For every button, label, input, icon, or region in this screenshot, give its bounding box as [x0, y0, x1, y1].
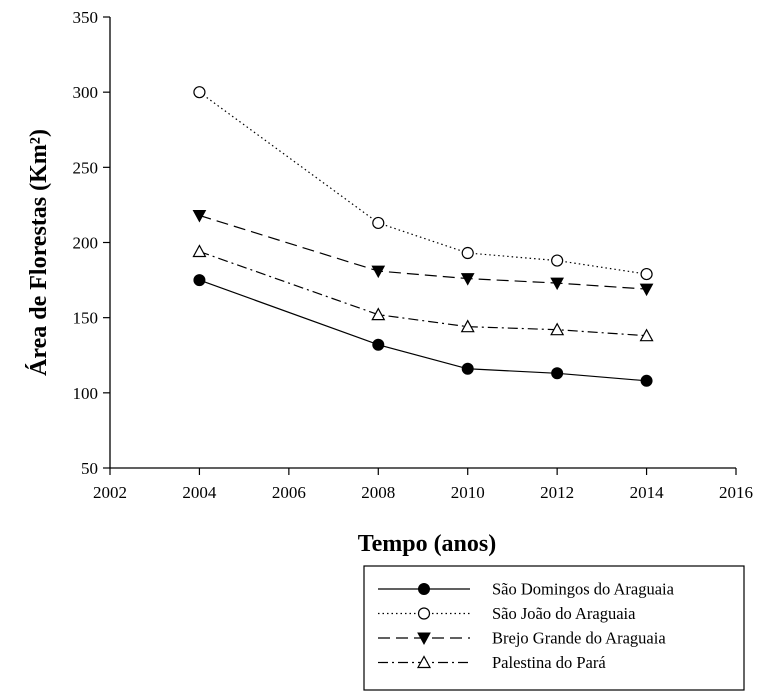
data-point	[550, 277, 564, 291]
data-point	[639, 283, 654, 297]
legend-label: Brejo Grande do Araguaia	[492, 629, 666, 648]
y-tick-label: 100	[73, 384, 99, 403]
data-point	[192, 244, 207, 258]
data-point	[372, 216, 385, 230]
data-point	[640, 267, 653, 281]
plot-frame	[109, 17, 736, 469]
x-tick-label: 2014	[630, 483, 665, 502]
series	[192, 209, 654, 297]
series-layer	[192, 86, 654, 387]
series	[193, 86, 653, 281]
series-line	[199, 279, 647, 382]
y-tick-label: 250	[73, 158, 99, 177]
data-point	[192, 209, 207, 223]
data-point	[371, 265, 386, 279]
data-point	[640, 374, 653, 387]
x-tick-label: 2008	[361, 483, 395, 502]
legend: São Domingos do Araguaia São João do Arag…	[363, 565, 745, 691]
x-axis-title: Tempo (anos)	[358, 531, 496, 557]
y-tick-label: 300	[73, 83, 99, 102]
data-point	[193, 274, 206, 287]
x-tick-label: 2010	[451, 483, 485, 502]
y-tick-label: 150	[73, 309, 99, 328]
legend-label: São João do Araguaia	[492, 604, 636, 623]
x-tick-label: 2002	[93, 483, 127, 502]
x-tick-label: 2016	[719, 483, 753, 502]
data-point	[371, 307, 386, 321]
series	[192, 244, 654, 342]
y-tick-label: 350	[73, 8, 99, 27]
series-line	[199, 91, 647, 275]
data-point	[461, 246, 474, 260]
y-tick-label: 200	[73, 234, 99, 253]
legend-marker	[417, 607, 431, 620]
y-axis: 50 100 150 200 250 300 350	[73, 8, 110, 478]
y-axis-title: Área de Florestas (Km²)	[26, 129, 52, 376]
x-tick-label: 2004	[182, 483, 217, 502]
data-point	[639, 328, 654, 342]
data-point	[461, 362, 474, 375]
x-tick-label: 2012	[540, 483, 574, 502]
data-point	[551, 254, 564, 267]
data-point	[460, 319, 475, 333]
legend-marker	[416, 655, 432, 669]
series-line	[199, 214, 647, 290]
data-point	[550, 322, 565, 336]
legend-marker	[417, 632, 431, 646]
legend-label: São Domingos do Araguaia	[492, 580, 675, 599]
legend-marker	[418, 583, 430, 595]
data-point	[551, 367, 564, 380]
series	[193, 274, 653, 387]
x-tick-label: 2006	[272, 483, 306, 502]
x-axis: 2002 2004 2006 2008 2010 2012 2014 2016	[93, 468, 753, 502]
series-line	[199, 250, 647, 337]
y-tick-label: 50	[81, 459, 98, 478]
data-point	[372, 338, 385, 351]
data-point	[193, 86, 206, 99]
data-point	[460, 273, 475, 286]
legend-label: Palestina do Pará	[492, 653, 606, 672]
